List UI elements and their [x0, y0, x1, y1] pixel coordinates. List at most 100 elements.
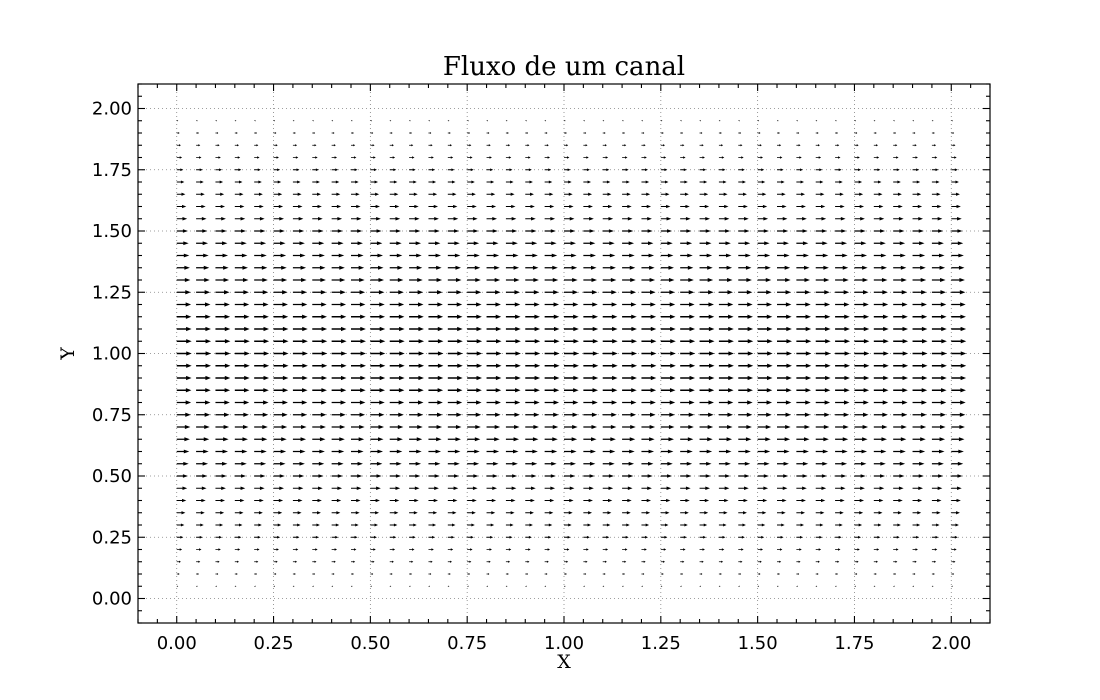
vector-arrow	[718, 339, 734, 344]
vector-arrow	[544, 265, 558, 270]
vector-arrow	[505, 277, 520, 283]
vector-arrow	[254, 400, 269, 405]
vector-arrow	[292, 314, 308, 319]
vector-arrow	[602, 131, 606, 135]
vector-arrow	[912, 388, 928, 393]
vector-arrow	[835, 424, 849, 430]
vector-arrow	[273, 326, 289, 332]
vector-arrow	[680, 204, 690, 209]
vector-arrow	[292, 486, 304, 490]
vector-arrow	[660, 585, 663, 588]
vector-arrow	[931, 523, 940, 527]
vector-arrow	[796, 437, 810, 442]
vector-arrow	[331, 192, 341, 196]
vector-arrow	[292, 351, 308, 356]
vector-arrow	[873, 351, 889, 356]
vector-arrow	[738, 326, 754, 332]
vector-arrow	[873, 302, 889, 307]
vector-arrow	[467, 498, 477, 503]
vector-arrow	[680, 449, 693, 454]
vector-arrow	[931, 375, 947, 381]
vector-arrow	[234, 168, 242, 172]
vector-arrow	[254, 424, 268, 430]
vector-arrow	[602, 314, 618, 319]
vector-arrow	[389, 486, 401, 490]
vector-arrow	[660, 217, 672, 221]
vector-arrow	[718, 511, 728, 515]
vector-arrow	[447, 511, 457, 515]
vector-arrow	[409, 119, 411, 122]
vector-arrow	[796, 498, 806, 503]
vector-arrow	[815, 375, 831, 381]
vector-arrow	[835, 572, 838, 576]
vector-arrow	[351, 412, 366, 417]
vector-arrow	[641, 192, 651, 196]
vector-arrow	[544, 498, 555, 503]
vector-arrow	[854, 253, 868, 258]
vector-arrow	[583, 253, 596, 258]
vector-arrow	[196, 192, 205, 196]
vector-arrow	[718, 388, 734, 393]
vector-arrow	[351, 351, 366, 356]
vector-arrow	[699, 119, 702, 122]
vector-arrow	[409, 229, 421, 233]
vector-arrow	[254, 204, 264, 209]
vector-arrow	[273, 572, 277, 576]
vector-arrow	[544, 585, 547, 588]
vector-arrow	[912, 498, 923, 503]
vector-arrow	[389, 339, 405, 344]
vector-arrow	[718, 119, 721, 122]
vector-arrow	[951, 144, 956, 147]
vector-arrow	[757, 265, 771, 270]
vector-arrow	[641, 229, 653, 233]
vector-arrow	[777, 375, 792, 381]
vector-arrow	[680, 363, 696, 368]
vector-arrow	[699, 511, 709, 515]
vector-arrow	[176, 412, 191, 417]
vector-arrow	[544, 363, 560, 368]
vector-arrow	[835, 400, 850, 405]
vector-arrow	[893, 265, 907, 270]
vector-arrow	[292, 326, 308, 332]
vector-arrow	[428, 326, 444, 332]
vector-arrow	[176, 461, 189, 466]
vector-arrow	[428, 302, 443, 307]
y-tick-label: 0.00	[92, 589, 132, 610]
vector-arrow	[331, 486, 343, 490]
vector-arrow	[641, 437, 655, 442]
vector-arrow	[718, 131, 722, 135]
vector-arrow	[505, 474, 518, 478]
vector-arrow	[467, 461, 480, 466]
vector-arrow	[757, 253, 771, 258]
vector-arrow	[273, 290, 288, 295]
vector-arrow	[835, 535, 842, 539]
vector-arrow	[796, 400, 811, 405]
vector-arrow	[351, 388, 366, 393]
vector-arrow	[389, 229, 401, 233]
vector-arrow	[738, 144, 743, 147]
vector-arrow	[467, 314, 482, 319]
vector-arrow	[176, 363, 192, 368]
vector-arrow	[777, 265, 791, 270]
vector-arrow	[777, 131, 780, 135]
vector-arrow	[176, 548, 183, 551]
vector-arrow	[428, 572, 432, 576]
vector-arrow	[176, 400, 192, 405]
vector-arrow	[292, 560, 298, 563]
vector-arrow	[525, 241, 538, 246]
vector-arrow	[486, 217, 498, 221]
vector-arrow	[835, 498, 845, 503]
vector-arrow	[351, 302, 366, 307]
vector-arrow	[544, 412, 559, 417]
vector-arrow	[312, 192, 321, 196]
vector-arrow	[951, 437, 965, 442]
x-tick-label: 2.00	[931, 633, 971, 654]
vector-arrow	[796, 144, 801, 147]
vector-arrow	[622, 511, 631, 515]
vector-arrow	[564, 375, 579, 381]
vector-arrow	[815, 119, 818, 122]
vector-arrow	[254, 241, 267, 246]
vector-arrow	[215, 511, 225, 515]
vector-arrow	[815, 192, 825, 196]
vector-arrow	[660, 265, 674, 270]
